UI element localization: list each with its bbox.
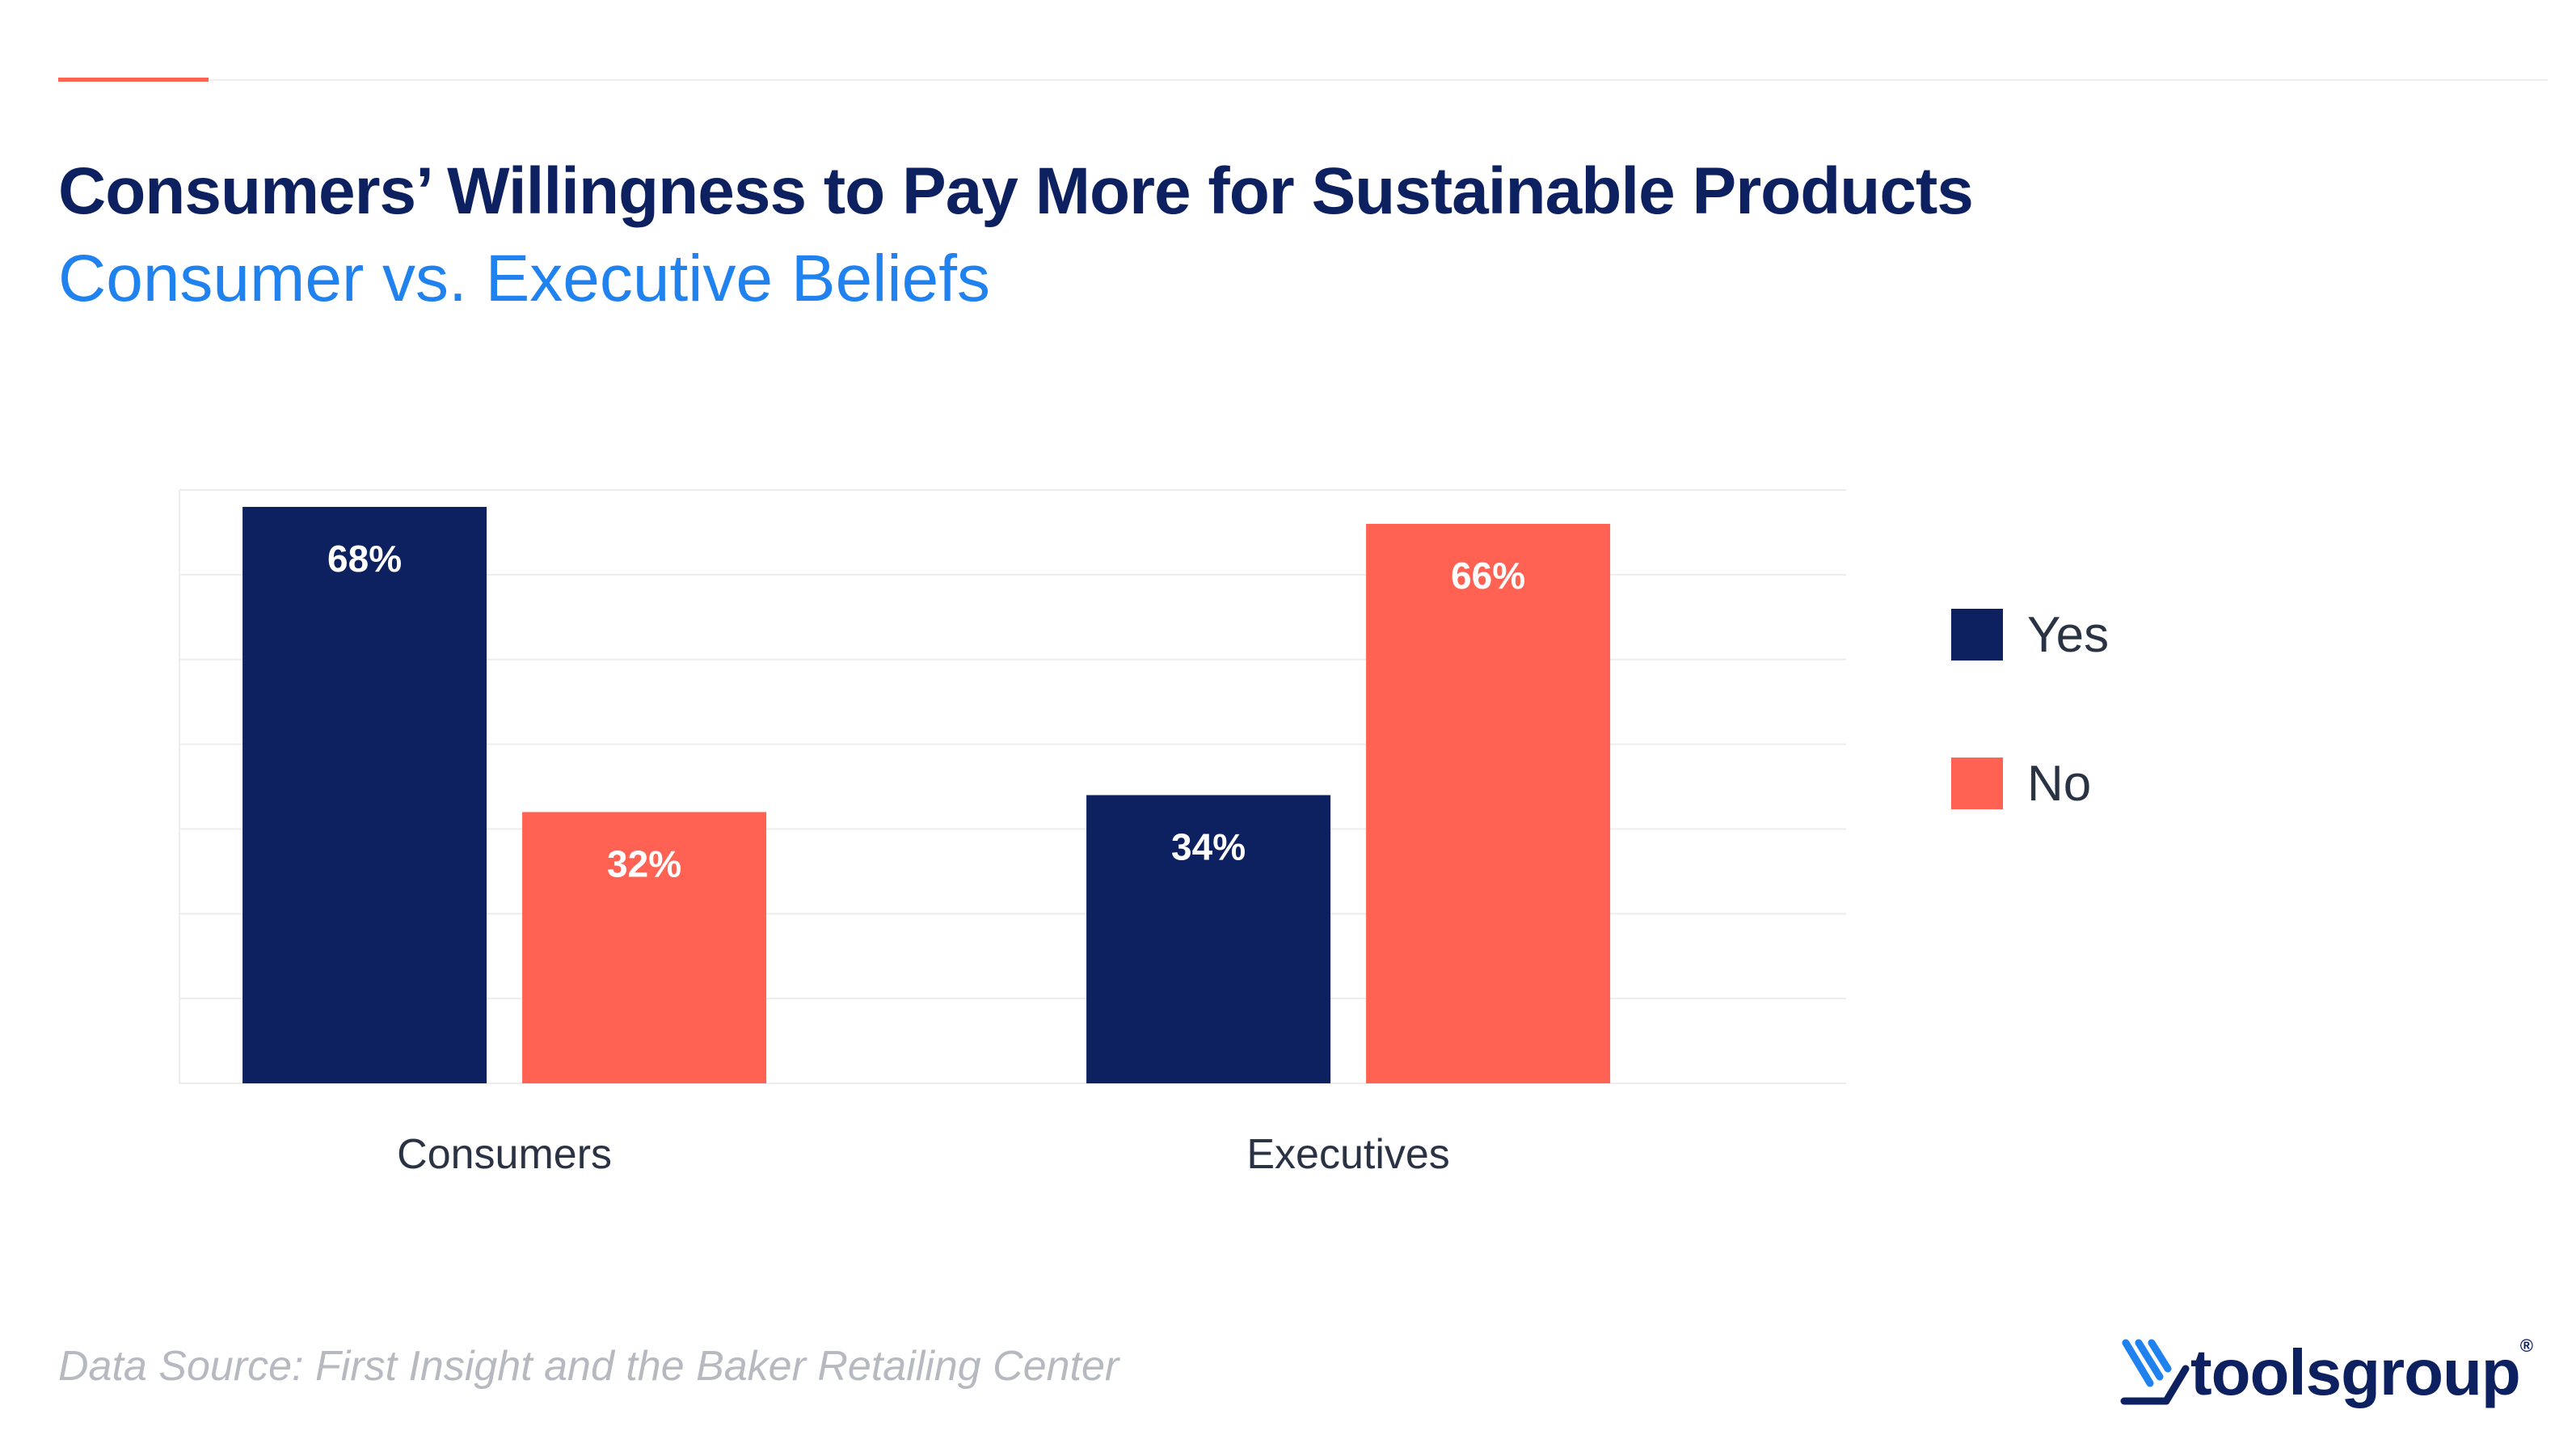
chart-title: Consumers’ Willingness to Pay More for S…: [58, 154, 1974, 228]
toolsgroup-logo-icon: [2120, 1339, 2190, 1405]
bar-executives-yes: [1086, 795, 1331, 1083]
data-label-consumers-no: 32%: [607, 842, 681, 884]
bar-consumers-yes: [242, 506, 487, 1083]
legend-item-yes: Yes: [1951, 598, 2109, 671]
logo-wordmark: toolsgroup®: [2190, 1336, 2533, 1410]
legend-label-yes: Yes: [2027, 606, 2110, 663]
toolsgroup-logo: toolsgroup®: [2118, 1336, 2533, 1410]
top-accent-bar: [58, 78, 209, 82]
logo-text: toolsgroup: [2190, 1336, 2521, 1408]
legend-item-no: No: [1951, 747, 2109, 820]
logo-registered-mark: ®: [2519, 1336, 2533, 1356]
data-label-executives-yes: 34%: [1171, 825, 1246, 867]
top-divider: [58, 79, 2548, 81]
x-tick-label-consumers: Consumers: [397, 1131, 612, 1178]
legend-swatch-no: [1951, 758, 2003, 809]
data-source-note: Data Source: First Insight and the Baker…: [58, 1343, 1119, 1390]
bar-executives-no: [1366, 523, 1611, 1083]
legend-label-no: No: [2027, 755, 2092, 812]
data-label-executives-no: 66%: [1451, 555, 1525, 597]
data-label-consumers-yes: 68%: [327, 538, 402, 580]
chart-subtitle: Consumer vs. Executive Beliefs: [58, 242, 991, 315]
chart-legend: Yes No: [1951, 598, 2109, 896]
x-tick-label-executives: Executives: [1246, 1131, 1449, 1178]
legend-swatch-yes: [1951, 609, 2003, 661]
bar-consumers-no: [522, 812, 767, 1083]
